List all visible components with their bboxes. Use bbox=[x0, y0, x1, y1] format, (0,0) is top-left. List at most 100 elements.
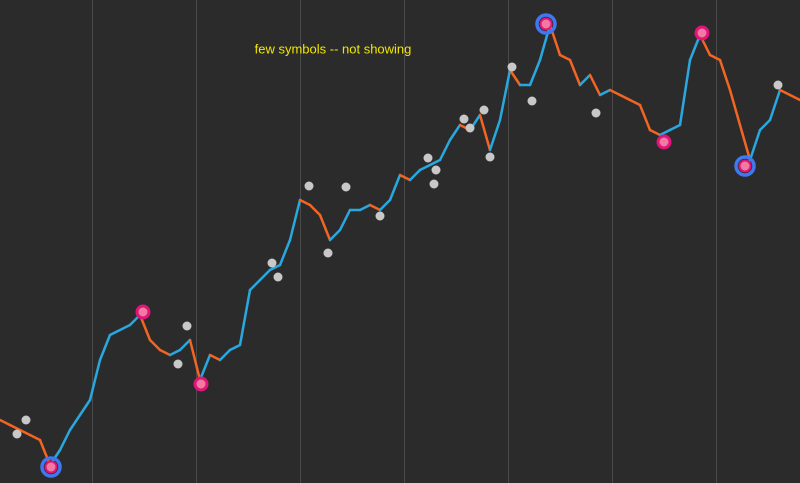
swing-dot bbox=[485, 152, 495, 162]
swing-dot bbox=[431, 165, 441, 175]
swing-dot bbox=[459, 114, 469, 124]
swing-dot bbox=[773, 80, 783, 90]
swing-dot bbox=[304, 181, 314, 191]
price-segment bbox=[778, 88, 792, 97]
pivot-ring bbox=[135, 304, 151, 320]
swing-dot bbox=[323, 248, 333, 258]
swing-dot bbox=[591, 108, 601, 118]
extreme-center bbox=[539, 17, 553, 31]
pivot-ring bbox=[694, 25, 710, 41]
swing-dot bbox=[375, 211, 385, 221]
price-segment bbox=[258, 268, 272, 282]
extreme-center bbox=[738, 159, 752, 173]
extreme-center bbox=[44, 460, 58, 474]
swing-dot bbox=[182, 321, 192, 331]
price-segment bbox=[78, 398, 92, 417]
swing-dot bbox=[423, 153, 433, 163]
price-segment bbox=[168, 348, 182, 357]
price-segment bbox=[178, 338, 192, 352]
price-segment bbox=[328, 228, 342, 242]
price-segment bbox=[628, 98, 642, 107]
extreme-ring bbox=[734, 155, 756, 177]
price-segment bbox=[658, 128, 672, 137]
price-segment bbox=[8, 423, 22, 432]
price-segment bbox=[588, 73, 602, 97]
price-segment bbox=[368, 203, 382, 212]
price-segment bbox=[318, 213, 332, 242]
price-segment bbox=[558, 53, 572, 62]
price-segment bbox=[148, 338, 162, 352]
price-segment bbox=[238, 288, 252, 347]
price-segment bbox=[188, 338, 202, 382]
price-segment bbox=[608, 88, 622, 97]
price-segment bbox=[308, 203, 322, 217]
price-segment bbox=[198, 353, 212, 382]
price-segment bbox=[208, 353, 222, 362]
swing-dot bbox=[173, 359, 183, 369]
price-segment bbox=[708, 53, 722, 62]
extreme-ring bbox=[535, 13, 557, 35]
price-segment bbox=[398, 173, 412, 182]
price-segment bbox=[758, 118, 772, 132]
price-segment bbox=[498, 68, 512, 122]
price-segment bbox=[598, 88, 612, 97]
price-segment bbox=[248, 278, 262, 292]
price-segment bbox=[678, 58, 692, 127]
price-segment bbox=[648, 128, 662, 137]
price-segment bbox=[388, 173, 402, 202]
price-segment bbox=[488, 118, 502, 152]
price-segment bbox=[718, 58, 732, 92]
price-segment bbox=[268, 263, 282, 272]
price-segment bbox=[28, 433, 42, 442]
annotation: few symbols -- not showing bbox=[255, 41, 412, 56]
price-segment bbox=[58, 428, 72, 452]
price-segment bbox=[228, 343, 242, 352]
price-segment bbox=[418, 163, 432, 172]
price-segment bbox=[278, 238, 292, 267]
price-segment bbox=[728, 88, 742, 127]
price-segment bbox=[788, 93, 800, 102]
swing-dot bbox=[527, 96, 537, 106]
pivot-ring bbox=[193, 376, 209, 392]
price-segment bbox=[298, 198, 312, 207]
price-segment bbox=[508, 68, 522, 87]
price-segment bbox=[288, 198, 302, 242]
swing-dot bbox=[507, 62, 517, 72]
swing-dot bbox=[341, 182, 351, 192]
price-segment bbox=[218, 348, 232, 362]
swing-dot bbox=[429, 179, 439, 189]
price-segment bbox=[768, 88, 782, 122]
price-segment bbox=[378, 198, 392, 212]
extreme-ring bbox=[40, 456, 62, 478]
swing-dot bbox=[465, 123, 475, 133]
price-segment bbox=[338, 208, 352, 232]
price-segment bbox=[98, 333, 112, 362]
price-segment bbox=[408, 168, 422, 182]
swing-dot bbox=[12, 429, 22, 439]
price-segment bbox=[528, 58, 542, 87]
swing-dot bbox=[479, 105, 489, 115]
price-segment bbox=[578, 73, 592, 87]
price-segment bbox=[538, 23, 552, 62]
swing-dot bbox=[267, 258, 277, 268]
swing-dot bbox=[273, 272, 283, 282]
price-segment bbox=[638, 103, 652, 132]
price-segment bbox=[738, 123, 752, 162]
price-segment bbox=[88, 358, 102, 402]
price-segment bbox=[18, 428, 32, 437]
price-segment bbox=[668, 123, 682, 132]
price-segment bbox=[618, 93, 632, 102]
price-segment bbox=[68, 413, 82, 432]
price-segment bbox=[568, 58, 582, 87]
price-segment bbox=[108, 328, 122, 337]
price-segment bbox=[438, 138, 452, 162]
price-segment bbox=[428, 158, 442, 167]
swing-dot bbox=[21, 415, 31, 425]
price-segment bbox=[38, 438, 52, 467]
pivot-ring bbox=[656, 134, 672, 150]
price-segment bbox=[0, 418, 12, 427]
price-segment bbox=[358, 203, 372, 212]
price-segment bbox=[448, 123, 462, 142]
